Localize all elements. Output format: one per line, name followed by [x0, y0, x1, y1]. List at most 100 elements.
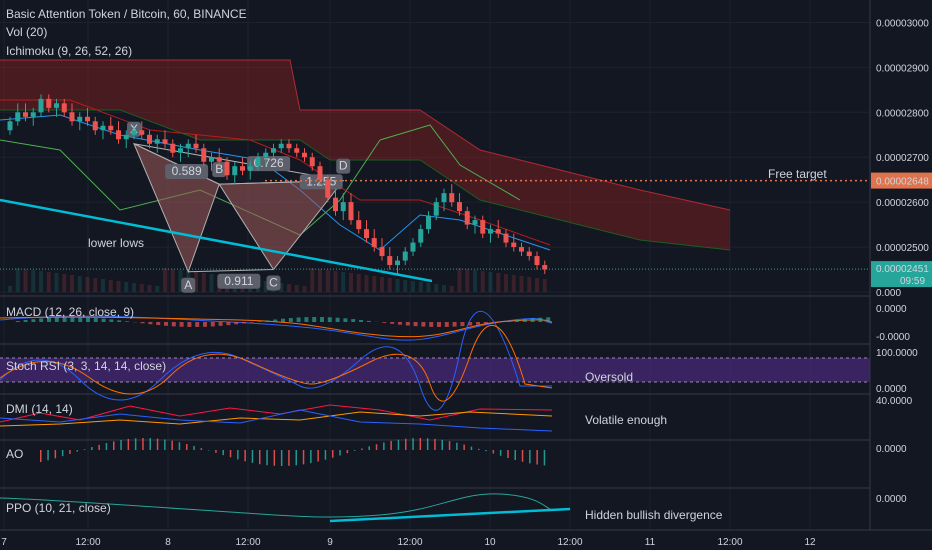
stoch-d-line — [0, 324, 553, 402]
current-price-tag — [871, 261, 932, 288]
time-tick-label: 11 — [645, 537, 656, 548]
volume-bar — [93, 278, 98, 292]
volume-bar — [387, 278, 392, 292]
time-tick-label: 12 — [804, 537, 816, 548]
pattern-ac-line — [188, 269, 274, 273]
overlays — [0, 179, 870, 283]
ao-bar — [295, 450, 297, 466]
macd-histogram-bar — [257, 321, 262, 322]
ao-bar — [288, 450, 290, 466]
volume-bar — [325, 270, 330, 292]
candle-body — [100, 125, 106, 131]
macd-histogram-bar — [47, 317, 51, 322]
volume-bar — [101, 279, 105, 292]
ao-bar — [324, 450, 327, 460]
candle-body — [139, 130, 145, 135]
ao-bar — [186, 443, 188, 450]
ao-bar — [171, 440, 173, 450]
candle-body — [77, 116, 83, 122]
ppo-divergence-line — [329, 507, 571, 523]
ao-bar — [251, 450, 254, 463]
volume-bar — [62, 274, 67, 292]
volume-bar — [8, 286, 12, 292]
ichimoku-cloud — [0, 59, 731, 292]
candle-body — [433, 202, 439, 216]
volume-bar — [411, 281, 415, 292]
senkou-b-line — [0, 109, 731, 251]
candle-body — [364, 229, 369, 239]
ao-bar — [229, 450, 232, 458]
macd-histogram-bar — [304, 317, 309, 322]
candle-body — [240, 166, 245, 171]
macd-histogram-bar — [148, 322, 153, 325]
macd-histogram-bar — [93, 317, 98, 322]
ao-bar — [368, 446, 370, 450]
time-tick-label: 12:00 — [717, 537, 742, 548]
macd-histogram-bar — [312, 317, 317, 322]
price-tick-label: 0.00002600 — [876, 198, 929, 209]
price-tick-label: 0.00002500 — [876, 243, 929, 254]
macd-histogram-bar — [234, 322, 239, 325]
macd-histogram-bar — [351, 319, 356, 322]
time-tick-label: 7 — [1, 537, 7, 548]
target-price-tag — [871, 172, 932, 189]
macd-histogram-bar — [476, 322, 480, 325]
candle-body — [526, 251, 532, 257]
candle-body — [162, 139, 168, 144]
macd-histogram-bar — [335, 317, 340, 322]
macd-histogram-bar — [156, 322, 161, 326]
volume-bar — [480, 271, 485, 292]
stoch-band — [0, 358, 870, 382]
ao-bar — [266, 450, 268, 466]
pattern-xab — [133, 142, 220, 274]
oversold-label: Oversold — [585, 370, 633, 384]
chart-title: Basic Attention Token / Bitcoin, 60, BIN… — [6, 7, 247, 21]
ao-bar — [61, 450, 64, 457]
candle-body — [511, 242, 517, 248]
macd-histogram-bar — [265, 320, 270, 322]
macd-histogram-bar — [78, 317, 83, 322]
macd-histogram-bar — [366, 320, 371, 322]
macd-histogram-bar — [452, 322, 457, 327]
price-tick-label: 0.00002700 — [876, 153, 929, 164]
pattern-point-badge — [212, 162, 227, 178]
candle-body — [402, 251, 408, 261]
volume-bar — [170, 269, 175, 292]
candle-body — [38, 98, 44, 113]
ao-bar — [426, 438, 429, 450]
volume-bar — [333, 271, 338, 292]
price-tick-label: 0.00002800 — [876, 108, 929, 119]
candle-body — [286, 143, 292, 149]
macd-histogram-bar — [203, 322, 207, 327]
macd-histogram-bar — [327, 317, 332, 322]
macd-histogram-bar — [171, 322, 176, 327]
macd-histogram-bar — [429, 322, 434, 327]
candle-body — [7, 121, 13, 131]
volume-bar — [496, 273, 501, 292]
ratio-ac-bg — [217, 273, 261, 289]
candle-body — [418, 229, 424, 243]
ao-bar — [193, 446, 195, 450]
hidden-divergence-label: Hidden bullish divergence — [585, 508, 723, 522]
candle-body — [488, 229, 493, 234]
time-tick-label: 12:00 — [397, 537, 422, 548]
candle-body — [69, 112, 75, 122]
volume-bar — [263, 281, 268, 292]
volume-bar — [279, 283, 284, 292]
volume-bar — [372, 276, 377, 292]
candle-body — [61, 103, 67, 113]
volume-bar — [163, 268, 167, 292]
ppo-label: PPO (10, 21, close) — [6, 501, 111, 515]
ratio-xd: 0.726 — [254, 156, 284, 170]
ao-bar — [120, 439, 122, 450]
volume-bar — [395, 279, 400, 292]
macd-histogram-bar — [320, 317, 324, 322]
indicator-panes — [0, 310, 870, 523]
macd-histogram-bar — [226, 322, 231, 326]
volume-bar — [356, 274, 361, 292]
volume-bar — [341, 272, 346, 292]
macd-histogram-bar — [195, 322, 200, 327]
candle-body — [449, 193, 455, 203]
candle-body — [255, 157, 261, 167]
